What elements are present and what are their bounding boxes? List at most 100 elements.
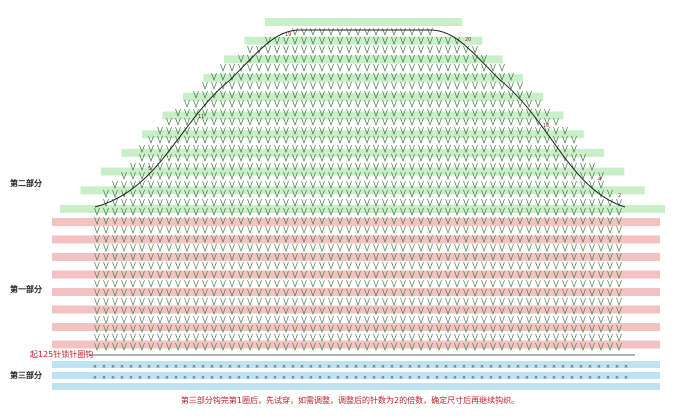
- stitch: [166, 306, 172, 315]
- stitch: [544, 216, 550, 225]
- stitch: [283, 225, 289, 234]
- stitch: [472, 171, 478, 180]
- stitch: [445, 36, 451, 45]
- stitch: [211, 243, 217, 252]
- stitch: [454, 225, 460, 234]
- stitch: [544, 171, 550, 180]
- stitch: [553, 243, 559, 252]
- stitch: [337, 297, 343, 306]
- stitch: [391, 63, 397, 72]
- stitch: [382, 99, 388, 108]
- stitch: [220, 288, 226, 297]
- stitch: [256, 234, 262, 243]
- stitch: [193, 252, 199, 261]
- stitch: [346, 315, 352, 324]
- stitch: [598, 171, 604, 180]
- stitch: [364, 225, 370, 234]
- stitch: [373, 243, 379, 252]
- stitch: [544, 297, 550, 306]
- stitch: [193, 135, 199, 144]
- stitch: [265, 126, 271, 135]
- stitch: [427, 288, 433, 297]
- stitch: [418, 81, 424, 90]
- chain: ×: [525, 375, 529, 381]
- stitch: [184, 198, 190, 207]
- stitch: [571, 144, 577, 153]
- stitch: [220, 99, 226, 108]
- stitch: [148, 198, 154, 207]
- stitch: [94, 333, 100, 342]
- stitch: [157, 279, 163, 288]
- stitch: [292, 153, 298, 162]
- stitch: [139, 162, 145, 171]
- stitch: [598, 180, 604, 189]
- stitch: [139, 315, 145, 324]
- stitch: [436, 270, 442, 279]
- stitch: [472, 135, 478, 144]
- stitch: [157, 162, 163, 171]
- stitch: [211, 279, 217, 288]
- chain: ×: [174, 364, 178, 370]
- stitch: [238, 315, 244, 324]
- stitch: [148, 243, 154, 252]
- stitch: [535, 216, 541, 225]
- stitch: [292, 297, 298, 306]
- stitch: [283, 270, 289, 279]
- stitch: [436, 144, 442, 153]
- stitch: [400, 99, 406, 108]
- stitch: [391, 279, 397, 288]
- stitch: [328, 135, 334, 144]
- stitch: [229, 153, 235, 162]
- stitch: [238, 189, 244, 198]
- stitch: [571, 324, 577, 333]
- stitch: [346, 54, 352, 63]
- stitch: [418, 216, 424, 225]
- chain: ×: [543, 364, 547, 370]
- stitch: [607, 234, 613, 243]
- stitch: [427, 36, 433, 45]
- stripe: [101, 167, 625, 176]
- stitch: [301, 216, 307, 225]
- stitch: [391, 171, 397, 180]
- stitch: [490, 225, 496, 234]
- stitch: [580, 297, 586, 306]
- stitch: [319, 243, 325, 252]
- stitch: [526, 162, 532, 171]
- stitch: [184, 315, 190, 324]
- stitch: [427, 126, 433, 135]
- stitch: [517, 126, 523, 135]
- stitch: [571, 288, 577, 297]
- chain: ×: [264, 364, 268, 370]
- stitch: [418, 63, 424, 72]
- stitch: [382, 126, 388, 135]
- stitch: [418, 261, 424, 270]
- stitch: [157, 207, 163, 216]
- stitch: [517, 207, 523, 216]
- stitch: [544, 189, 550, 198]
- stitch: [427, 99, 433, 108]
- stitch: [616, 207, 622, 216]
- stitch: [346, 297, 352, 306]
- stitch: [310, 252, 316, 261]
- stitch: [454, 288, 460, 297]
- chain: ×: [102, 375, 106, 381]
- stitch: [364, 162, 370, 171]
- stitch: [274, 99, 280, 108]
- stitch: [130, 189, 136, 198]
- stitch: [454, 45, 460, 54]
- stitch: [274, 189, 280, 198]
- stitch: [292, 180, 298, 189]
- stitch: [166, 180, 172, 189]
- stitch: [382, 324, 388, 333]
- stitch: [391, 117, 397, 126]
- stitch: [616, 324, 622, 333]
- stitch: [517, 234, 523, 243]
- stitch: [535, 144, 541, 153]
- stitch: [274, 342, 280, 351]
- stitch: [454, 243, 460, 252]
- stitch: [184, 252, 190, 261]
- stitch: [598, 306, 604, 315]
- chain: ×: [120, 364, 124, 370]
- chain: ×: [192, 375, 196, 381]
- stitch: [373, 288, 379, 297]
